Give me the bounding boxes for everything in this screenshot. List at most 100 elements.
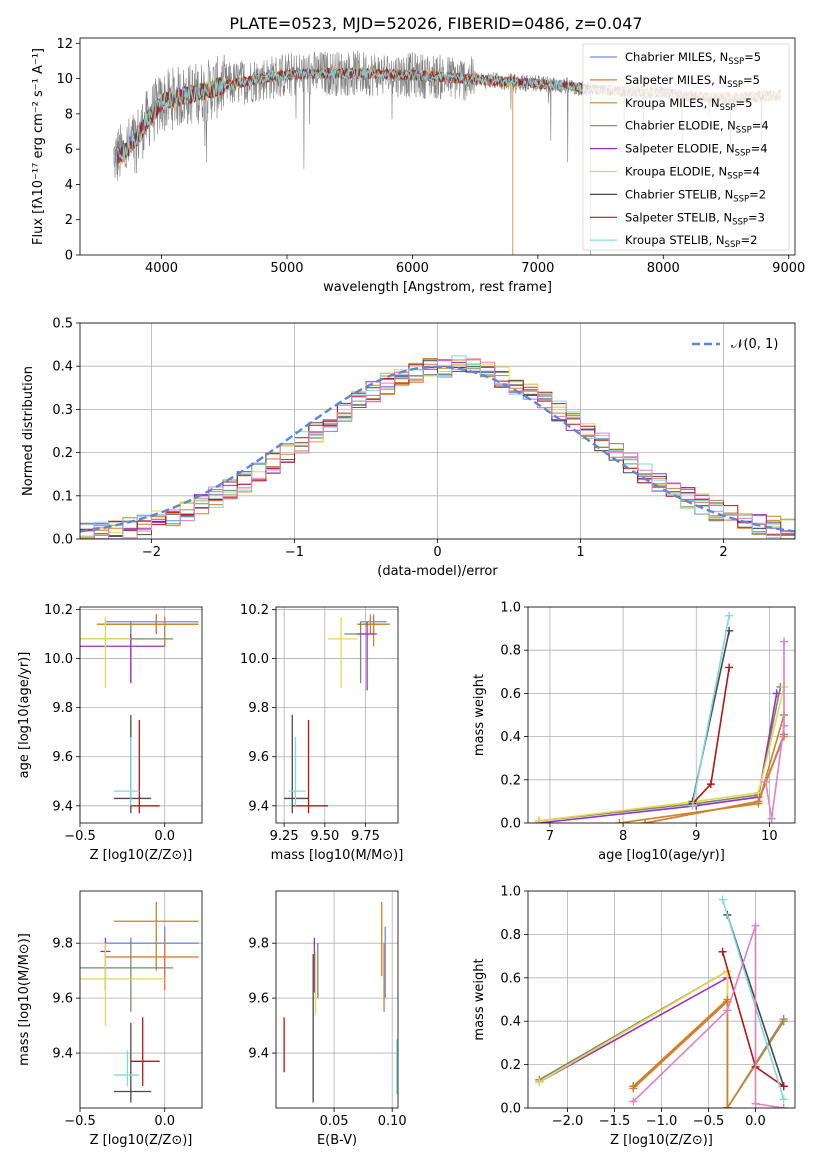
legend-label: Kroupa STELIB, NSSP=2: [625, 233, 757, 250]
y-tick-label: 9.4: [52, 1047, 73, 1062]
x-axis-label: E(B-V): [317, 1133, 357, 1148]
legend-n: =5: [743, 73, 760, 87]
legend-label: Chabrier STELIB, NSSP=2: [625, 187, 766, 204]
weight-line: [538, 693, 778, 823]
plot-area: [283, 901, 398, 1103]
legend-name: Salpeter ELODIE, N: [625, 142, 735, 156]
legend-sub: SSP: [736, 126, 752, 136]
y-tick-label: 0.4: [500, 1015, 521, 1030]
y-tick-label: 0.2: [52, 446, 73, 461]
y-tick-label: 10.2: [240, 603, 269, 618]
weight-point: [725, 663, 734, 672]
x-axis-label: wavelength [Angstrom, rest frame]: [323, 280, 552, 295]
y-tick-label: 2: [65, 213, 73, 228]
y-tick-label: 0.4: [52, 360, 73, 375]
y-tick-label: 9.6: [248, 750, 269, 765]
panel-mass_vs_age: 9.25 9.50 9.75 9.4 9.6 9.8 10.0 10.2 mass [log10…: [240, 603, 403, 863]
axes-frame: [527, 606, 796, 824]
x-axis-label: age [log10(age/yr)]: [598, 848, 725, 863]
legend-sub: SSP: [732, 217, 748, 227]
y-tick-label: 10.0: [240, 652, 269, 667]
legend-name: Kroupa ELODIE, N: [625, 165, 727, 179]
y-tick-label: 9.6: [248, 992, 269, 1007]
legend-label: 𝒩(0, 1): [731, 337, 778, 352]
weight-point: [751, 921, 760, 930]
plot-area: [284, 614, 390, 814]
legend-n: =3: [748, 210, 765, 224]
x-tick-label: 0.05: [320, 1114, 349, 1129]
weight-point: [779, 1095, 788, 1104]
legend-label: Salpeter MILES, NSSP=5: [625, 73, 760, 90]
x-tick-label: −0.5: [64, 829, 96, 844]
legend-sub: SSP: [727, 172, 743, 182]
plot-area: [80, 901, 199, 1103]
x-tick-label: 7000: [521, 261, 554, 276]
y-tick-label: 4: [65, 178, 73, 193]
weight-point: [718, 895, 727, 904]
axes-frame: [79, 890, 203, 1109]
y-tick-label: 1.0: [500, 885, 521, 900]
legend-sub: SSP: [725, 240, 741, 250]
x-tick-label: 2: [719, 545, 727, 560]
x-tick-label: −0.5: [693, 1114, 725, 1129]
legend-label: Kroupa MILES, NSSP=5: [625, 96, 752, 113]
y-axis-label: mass [log10(M/M⊙)]: [17, 933, 32, 1066]
x-tick-label: 0: [433, 545, 441, 560]
panel-EBV_vs_mass: 0.05 0.10 9.4 9.6 9.8 E(B-V): [248, 890, 407, 1148]
legend-name: Chabrier STELIB, N: [625, 187, 733, 201]
y-tick-label: 10.2: [44, 603, 73, 618]
legend-name: Chabrier ELODIE, N: [625, 119, 736, 133]
legend-sub: SSP: [720, 103, 736, 113]
legend-sub: SSP: [735, 149, 751, 159]
legend-sub: SSP: [727, 80, 743, 90]
x-tick-label: −2: [142, 545, 161, 560]
weight-point: [779, 1082, 788, 1091]
panel-age_vs_weight: 7 8 9 10 0.0 0.2 0.4 0.6 0.8 1.0 age [log10(age/yr…: [472, 601, 796, 863]
legend-n: =5: [735, 96, 752, 110]
legend-n: =2: [749, 187, 766, 201]
legend-name: Kroupa MILES, N: [625, 96, 720, 110]
plot-area: [80, 614, 199, 814]
y-tick-label: 0: [65, 249, 73, 264]
weight-point: [534, 816, 543, 823]
y-tick-label: 0.4: [500, 730, 521, 745]
weight-line: [764, 641, 785, 819]
weight-line: [538, 686, 785, 822]
x-tick-label: 4000: [145, 261, 178, 276]
legend-n: =4: [752, 119, 769, 133]
panel-residuals: −2 −1 0 1 2 0.0 0.1 0.2 0.3 0.4 0.5 (data-model)/er…: [21, 317, 796, 579]
x-axis-label: mass [log10(M/M⊙)]: [271, 848, 404, 863]
panel-Z_vs_mass: −0.5 0.0 9.4 9.6 9.8 Z [log10(Z/Z⊙)] mass [log…: [17, 890, 203, 1148]
y-tick-label: 0.3: [52, 403, 73, 418]
y-tick-label: 12: [56, 37, 73, 52]
x-tick-label: 7: [546, 829, 554, 844]
y-tick-label: 0.8: [500, 928, 521, 943]
y-axis-label: age [log10(age/yr)]: [17, 652, 32, 779]
weight-point: [615, 819, 624, 823]
legend-n: =5: [744, 50, 761, 64]
legend-name: Kroupa STELIB, N: [625, 233, 725, 247]
x-tick-label: 9.25: [270, 829, 299, 844]
weight-point: [723, 1104, 732, 1108]
plot-area: [113, 50, 782, 255]
weight-line: [538, 686, 782, 822]
legend-name: Chabrier MILES, N: [625, 50, 728, 64]
legend-sub: SSP: [733, 194, 749, 204]
y-tick-label: 0.0: [500, 817, 521, 832]
x-tick-label: 9000: [772, 261, 805, 276]
legend-n: =4: [743, 165, 760, 179]
y-tick-label: 9.6: [52, 750, 73, 765]
weight-point: [780, 721, 789, 730]
x-tick-label: 1: [576, 545, 584, 560]
x-tick-label: 9: [692, 829, 700, 844]
weight-point: [761, 777, 770, 786]
y-axis-label: mass weight: [472, 958, 487, 1040]
x-tick-label: 0.0: [745, 1114, 766, 1129]
y-tick-label: 10: [56, 72, 73, 87]
y-tick-label: 6: [65, 143, 73, 158]
legend-n: =4: [751, 142, 768, 156]
y-tick-label: 0.0: [500, 1102, 521, 1117]
weight-point: [772, 689, 781, 698]
histogram-line: [80, 355, 795, 539]
